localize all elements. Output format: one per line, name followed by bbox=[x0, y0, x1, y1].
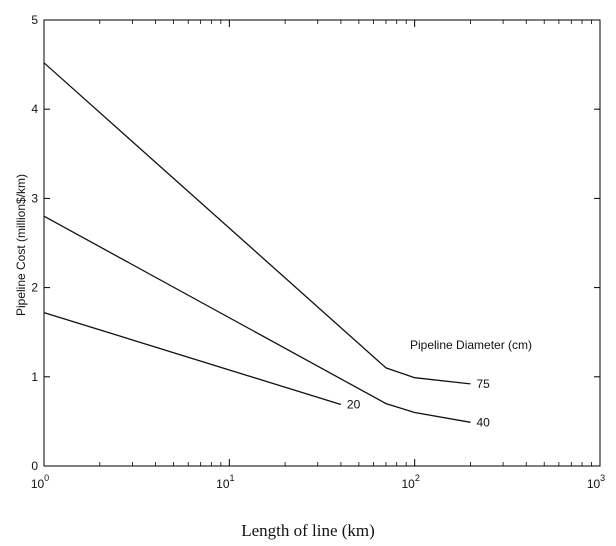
x-tick-base: 10 bbox=[216, 477, 230, 491]
y-tick-label: 2 bbox=[31, 281, 38, 295]
y-tick-label: 4 bbox=[31, 102, 38, 116]
x-tick-base: 10 bbox=[31, 477, 45, 491]
y-axis-label: Pipeline Cost (million$/km) bbox=[14, 174, 28, 316]
series-label-40: 40 bbox=[476, 415, 490, 429]
x-tick-label: 102 bbox=[401, 473, 419, 491]
series-line-20 bbox=[43, 311, 342, 406]
x-tick-label: 100 bbox=[31, 473, 49, 491]
x-tick-exponent: 3 bbox=[600, 473, 605, 483]
series-labels: 75 40 20 bbox=[347, 377, 490, 429]
y-axis-ticks: 0 1 2 3 4 5 bbox=[31, 13, 600, 473]
y-tick-label: 3 bbox=[31, 191, 38, 205]
x-tick-exponent: 0 bbox=[44, 473, 49, 483]
x-axis-label: Length of line (km) bbox=[241, 521, 375, 540]
y-tick-label: 5 bbox=[31, 13, 38, 27]
x-axis-ticks: 100 101 102 103 bbox=[31, 20, 605, 491]
x-tick-label: 103 bbox=[587, 473, 605, 491]
x-tick-exponent: 2 bbox=[415, 473, 420, 483]
series-label-20: 20 bbox=[347, 397, 361, 411]
series-line-75 bbox=[43, 62, 471, 385]
y-tick-label: 0 bbox=[31, 459, 38, 473]
x-tick-label: 101 bbox=[216, 473, 234, 491]
series-label-75: 75 bbox=[476, 377, 490, 391]
y-tick-label: 1 bbox=[31, 370, 38, 384]
legend-title: Pipeline Diameter (cm) bbox=[410, 338, 532, 352]
x-tick-exponent: 1 bbox=[230, 473, 235, 483]
x-tick-base: 10 bbox=[401, 477, 415, 491]
series-line-40 bbox=[43, 215, 471, 423]
x-tick-base: 10 bbox=[587, 477, 601, 491]
series-layer bbox=[43, 62, 471, 423]
plot-frame bbox=[43, 19, 601, 467]
